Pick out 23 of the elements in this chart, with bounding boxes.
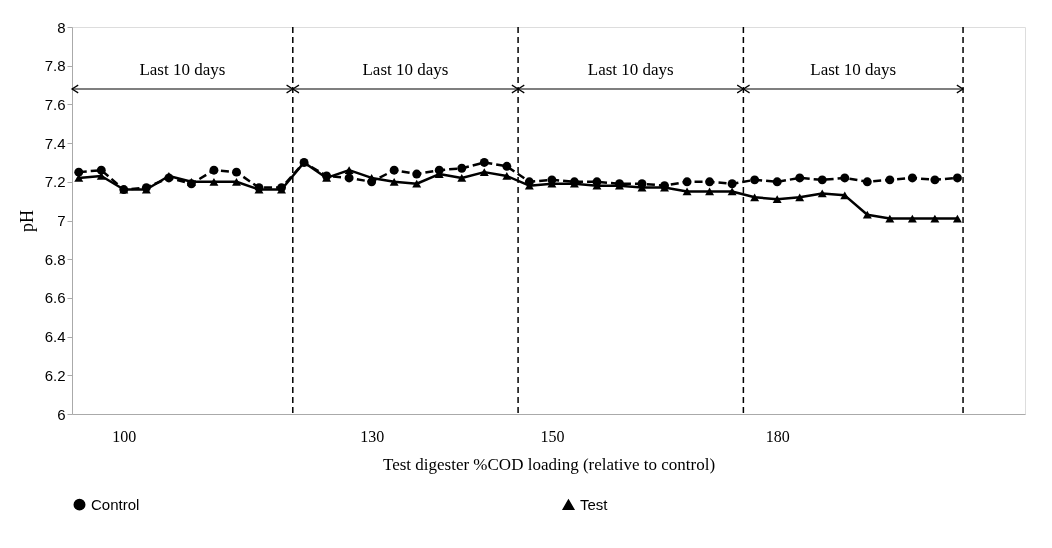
y-tick-label: 7.6 [44,95,66,113]
y-tick-label: 8 [57,18,66,36]
annotation: Last 10 days [362,60,449,79]
y-axis-title: pH [16,210,37,232]
x-tick-label: 130 [360,427,385,445]
y-tick-label: 6 [57,405,66,423]
y-tick-label: 6.6 [44,289,66,307]
x-tick-label: 100 [112,427,137,445]
annotation: Last 10 days [587,60,674,79]
y-tick-label: 7.4 [44,134,66,152]
y-tick-label: 6.8 [44,250,66,268]
legend-label: Test [580,495,609,513]
x-axis-title: Test digester %COD loading (relative to control) [382,454,716,474]
y-tick-label: 6.2 [44,366,66,384]
x-tick-label: 150 [540,427,565,445]
y-tick-label: 7.8 [44,57,66,75]
y-tick-label: 7 [57,212,66,229]
legend-label: Control [91,495,140,513]
x-tick-label: 180 [765,427,790,445]
y-tick-label: 7.2 [44,173,66,191]
annotation: Last 10 days [139,60,226,79]
y-tick-label: 6.4 [44,328,66,346]
annotation: Last 10 days [810,60,897,79]
